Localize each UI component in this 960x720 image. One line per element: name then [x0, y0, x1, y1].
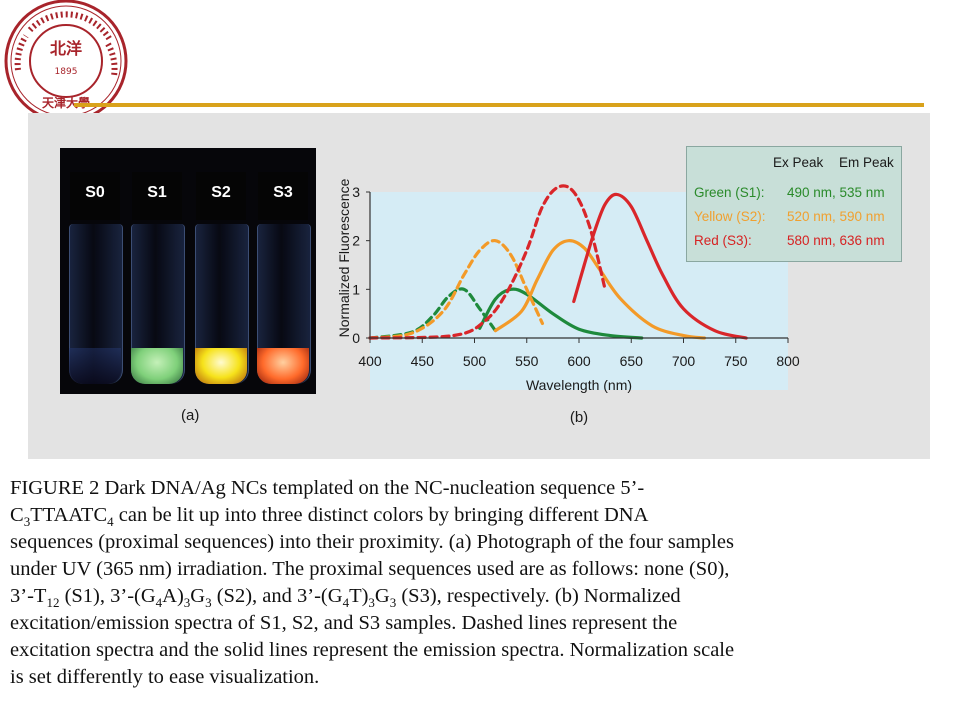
x-axis-label: Wavelength (nm) [526, 377, 632, 393]
vial-label: S0 [85, 184, 105, 201]
vial-label: S2 [211, 184, 231, 201]
spectrum-excitation-line [368, 239, 545, 340]
spectrum-excitation-line [368, 184, 607, 340]
caption-line: excitation spectra and the solid lines r… [10, 639, 735, 661]
header-divider [74, 103, 924, 107]
legend-row-red-name: Red (S3): [694, 233, 752, 248]
vial-s2: S2 [192, 158, 250, 384]
vial-liquid [131, 348, 183, 384]
legend-row-yellow-values: 520 nm, 590 nm [787, 209, 885, 224]
peak-legend: Ex Peak Em Peak Green (S1): 490 nm, 535 … [686, 146, 902, 262]
spectrum-emission-line [478, 287, 644, 340]
x-tick-label: 600 [567, 353, 591, 369]
vial-s0: S0 [66, 158, 124, 384]
caption-line: C3TTAATC4 can be lit up into three disti… [10, 504, 649, 530]
legend-row-yellow-name: Yellow (S2): [694, 209, 766, 224]
vial-label: S1 [147, 184, 167, 201]
legend-header-ex: Ex Peak [773, 155, 824, 170]
university-seal-logo: 北洋 1895 天津大學 [4, 0, 128, 123]
panel-label-a: (a) [181, 407, 200, 424]
x-tick-label: 750 [724, 353, 748, 369]
x-tick-label: 700 [672, 353, 696, 369]
legend-header-em: Em Peak [839, 155, 894, 170]
x-tick-label: 800 [776, 353, 800, 369]
vial-s1: S1 [128, 158, 186, 384]
legend-row-green-values: 490 nm, 535 nm [787, 185, 885, 200]
legend-row-red-values: 580 nm, 636 nm [787, 233, 885, 248]
vial-s3: S3 [254, 158, 312, 384]
vial-liquid [69, 348, 121, 384]
vial-label: S3 [273, 184, 293, 201]
caption-line: under UV (365 nm) irradiation. The proxi… [10, 558, 730, 580]
caption-line: is set differently to ease visualization… [10, 666, 320, 688]
legend-row-green-name: Green (S1): [694, 185, 765, 200]
y-tick-label: 0 [352, 330, 360, 346]
x-tick-label: 400 [358, 353, 382, 369]
y-axis-label: Normalized Fluorescence [336, 178, 352, 337]
x-tick-label: 650 [620, 353, 644, 369]
svg-text:1895: 1895 [55, 67, 78, 77]
vial-liquid [195, 348, 247, 384]
y-tick-label: 1 [352, 281, 360, 297]
caption-line: FIGURE 2 Dark DNA/Ag NCs templated on th… [10, 477, 645, 499]
panel-label-b: (b) [570, 409, 588, 426]
caption-line: 3’-T12 (S1), 3’-(G4A)3G3 (S2), and 3’-(G… [10, 585, 681, 611]
x-tick-label: 550 [515, 353, 539, 369]
caption-line: excitation/emission spectra of S1, S2, a… [10, 612, 678, 634]
spectrum-emission-line [493, 239, 706, 340]
y-tick-label: 2 [352, 233, 360, 249]
svg-text:北洋: 北洋 [50, 39, 82, 58]
y-tick-label: 3 [352, 184, 360, 200]
x-tick-label: 500 [463, 353, 487, 369]
figure-caption: FIGURE 2 Dark DNA/Ag NCs templated on th… [10, 475, 955, 691]
caption-line: sequences (proximal sequences) into thei… [10, 531, 734, 553]
spectrum-emission-line [572, 192, 748, 340]
vial-photograph: S0 S1 S2 S3 [60, 148, 316, 394]
vial-liquid [257, 348, 309, 384]
x-tick-label: 450 [411, 353, 435, 369]
